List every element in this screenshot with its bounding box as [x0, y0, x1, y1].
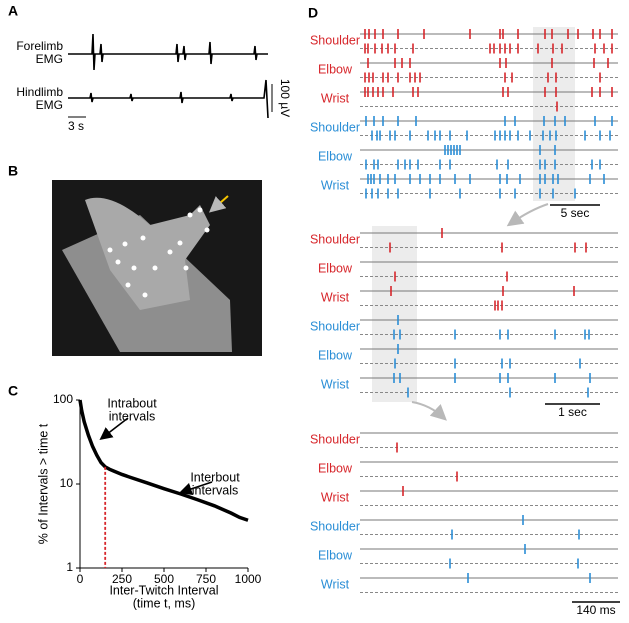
- joint-label: Elbow: [318, 549, 353, 563]
- joint-label: Shoulder: [310, 121, 360, 135]
- panel-label: D: [308, 5, 318, 21]
- x-tick-label: 0: [77, 572, 84, 586]
- raster-row: [393, 373, 591, 383]
- raster-row: [449, 558, 579, 569]
- emg-trace: [68, 33, 268, 71]
- zoom-arrow: [411, 401, 447, 421]
- trace-label: EMG: [36, 52, 63, 66]
- joint-label: Elbow: [318, 349, 353, 363]
- zoom-arrow: [506, 203, 549, 227]
- joint-label: Wrist: [321, 291, 350, 305]
- raster-row: [494, 300, 503, 311]
- raster-row: [364, 29, 613, 39]
- joint-label: Shoulder: [310, 433, 360, 447]
- raster-row: [393, 329, 590, 340]
- joint-label: Wrist: [321, 179, 350, 193]
- joint-label: Elbow: [318, 462, 353, 476]
- joint-label: Shoulder: [310, 320, 360, 334]
- highlight: [533, 27, 575, 201]
- raster-row: [389, 242, 587, 253]
- raster-row: [364, 43, 613, 54]
- trace-label: EMG: [36, 98, 63, 112]
- joint-label: Elbow: [318, 63, 353, 77]
- scale-label: 100 µV: [278, 79, 292, 117]
- raster-row: [365, 116, 613, 126]
- raster-row: [365, 159, 601, 170]
- scale-label: 140 ms: [576, 603, 615, 617]
- raster-row: [371, 130, 611, 141]
- joint-label: Wrist: [321, 578, 350, 592]
- arrow: [208, 195, 229, 213]
- joint-label: Wrist: [321, 92, 350, 106]
- scale-label: 1 sec: [558, 405, 587, 419]
- x-tick-label: 500: [154, 572, 174, 586]
- annotation: Interbout: [190, 470, 240, 484]
- y-tick-label: 100: [53, 392, 73, 406]
- x-axis-label: Inter-Twitch Interval: [109, 583, 218, 597]
- arrow: [99, 417, 129, 440]
- photo-markers: [107, 207, 210, 298]
- raster-row: [407, 387, 589, 398]
- panel-label: C: [8, 383, 18, 399]
- data-line: [78, 399, 249, 522]
- emg-trace: [68, 79, 269, 119]
- x-tick-label: 750: [196, 572, 216, 586]
- photo-shape: [85, 197, 210, 310]
- raster-row: [364, 72, 601, 83]
- raster-row: [364, 87, 613, 97]
- raster-row: [394, 358, 581, 369]
- y-axis-label: % of Intervals > time t: [36, 423, 50, 544]
- joint-label: Elbow: [318, 262, 353, 276]
- raster-row: [394, 271, 508, 282]
- raster-row: [467, 573, 591, 583]
- joint-label: Elbow: [318, 150, 353, 164]
- raster-row: [365, 188, 576, 199]
- y-tick-label: 1: [66, 560, 73, 574]
- x-tick-label: 250: [112, 572, 132, 586]
- joint-label: Wrist: [321, 491, 350, 505]
- x-axis-label: (time t, ms): [133, 596, 196, 610]
- joint-label: Shoulder: [310, 233, 360, 247]
- panel-label: B: [8, 163, 18, 179]
- annotation: Intrabout: [107, 396, 157, 410]
- annotation: intervals: [109, 409, 156, 423]
- joint-label: Shoulder: [310, 34, 360, 48]
- raster-row: [451, 529, 580, 540]
- joint-label: Wrist: [321, 378, 350, 392]
- raster-row: [367, 58, 609, 68]
- x-tick-label: 1000: [235, 572, 262, 586]
- highlight: [372, 226, 417, 402]
- joint-label: Shoulder: [310, 520, 360, 534]
- annotation: intervals: [192, 483, 239, 497]
- raster-row: [444, 145, 556, 155]
- trace-label: Hindlimb: [16, 85, 63, 99]
- raster-row: [390, 286, 575, 296]
- scale-label: 3 s: [68, 119, 84, 133]
- scale-label: 5 sec: [561, 206, 590, 220]
- y-tick-label: 10: [60, 476, 74, 490]
- raster-row: [367, 174, 605, 184]
- arrow: [178, 481, 213, 496]
- panel-label: A: [8, 3, 18, 19]
- trace-label: Forelimb: [16, 39, 63, 53]
